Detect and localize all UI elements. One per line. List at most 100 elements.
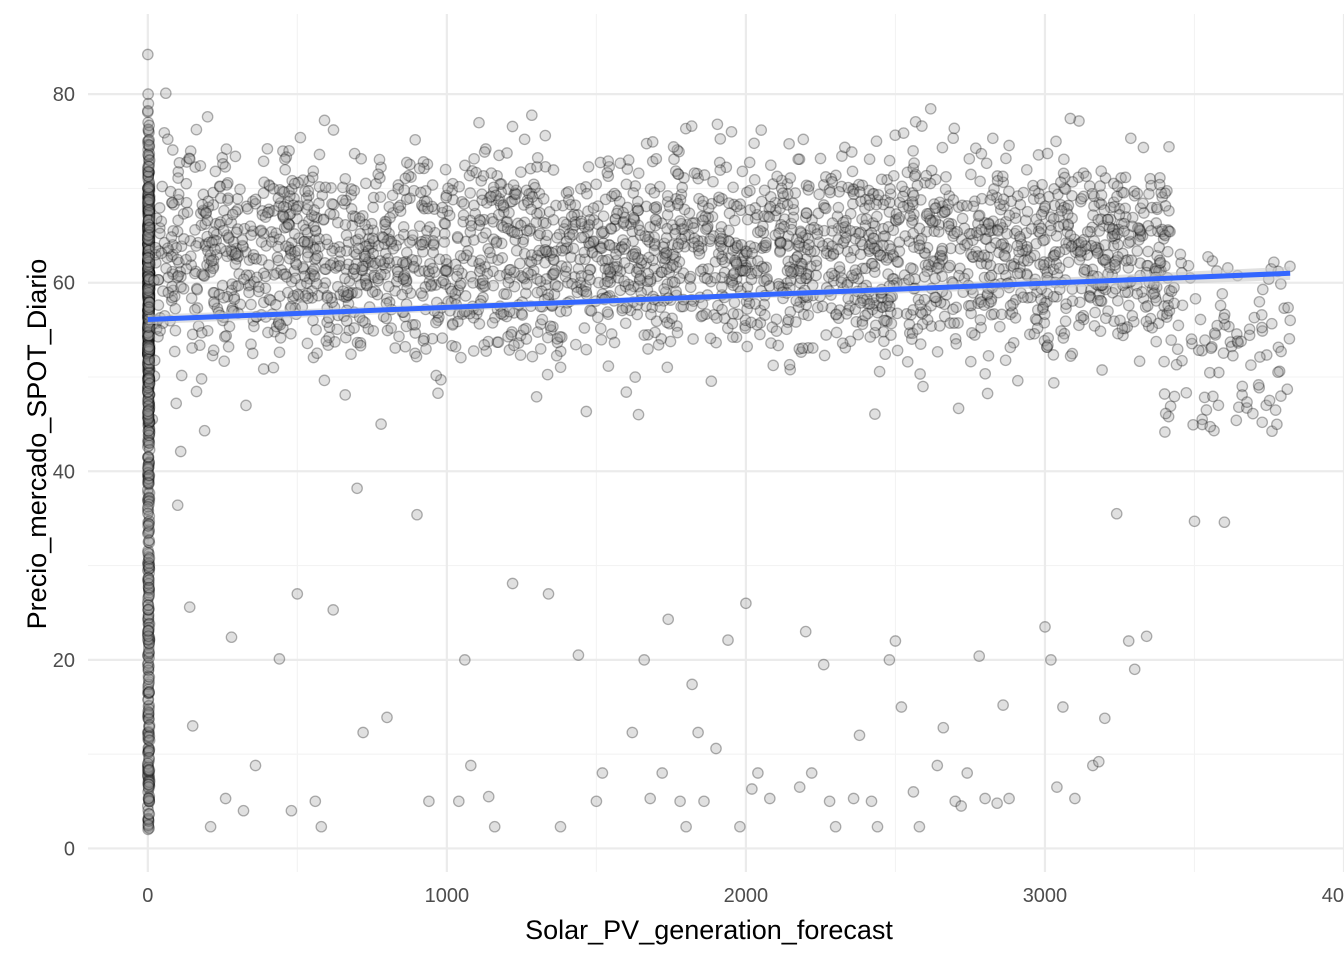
scatter-point: [232, 279, 245, 292]
scatter-point: [143, 195, 156, 207]
scatter-point: [142, 348, 154, 360]
scatter-point: [143, 238, 156, 250]
scatter-point: [143, 158, 156, 170]
scatter-point: [143, 224, 156, 237]
scatter-point: [872, 188, 885, 201]
scatter-point: [143, 634, 156, 647]
scatter-point: [582, 269, 594, 282]
scatter-point: [413, 162, 426, 175]
scatter-point: [1126, 309, 1139, 322]
scatter-point: [183, 153, 196, 165]
scatter-point: [963, 152, 976, 165]
scatter-point: [186, 720, 199, 732]
scatter-point: [142, 687, 155, 700]
scatter-point: [143, 191, 156, 203]
scatter-point: [584, 263, 597, 276]
scatter-point: [1165, 334, 1178, 346]
scatter-point: [142, 712, 154, 725]
scatter-point: [143, 416, 156, 429]
scatter-point: [142, 338, 155, 351]
scatter-point: [379, 218, 391, 231]
scatter-point: [142, 219, 155, 232]
scatter-point: [701, 272, 714, 285]
scatter-point: [142, 405, 154, 418]
scatter-point: [1033, 219, 1045, 232]
scatter-point: [686, 678, 698, 691]
scatter-point: [1282, 301, 1294, 314]
scatter-point: [142, 230, 154, 242]
scatter-point: [764, 200, 777, 213]
scatter-point: [595, 333, 608, 346]
scatter-point: [142, 470, 155, 482]
scatter-point: [143, 487, 156, 499]
scatter-point: [1172, 319, 1185, 332]
scatter-point: [143, 266, 156, 279]
scatter-point: [601, 166, 614, 179]
scatter-point: [175, 281, 187, 293]
scatter-point: [544, 320, 557, 333]
scatter-point: [1009, 312, 1022, 324]
scatter-point: [476, 194, 489, 207]
scatter-point: [826, 176, 839, 188]
scatter-point: [814, 152, 827, 165]
scatter-point: [614, 157, 627, 170]
scatter-point: [938, 206, 951, 218]
scatter-point: [891, 255, 904, 268]
scatter-point: [1218, 516, 1231, 529]
scatter-point: [534, 275, 547, 288]
scatter-point: [142, 371, 155, 383]
scatter-point: [334, 246, 347, 258]
scatter-point: [142, 247, 155, 259]
scatter-point: [748, 137, 760, 150]
scatter-point: [246, 347, 259, 360]
scatter-point: [1113, 209, 1126, 221]
scatter-point: [805, 767, 818, 779]
scatter-point: [143, 437, 156, 449]
scatter-point: [348, 263, 361, 275]
scatter-point: [441, 258, 453, 270]
scatter-point: [142, 238, 155, 250]
scatter-point: [1069, 792, 1081, 805]
scatter-point: [142, 630, 155, 643]
scatter-point: [142, 254, 155, 266]
scatter-point: [143, 371, 156, 383]
scatter-point: [142, 419, 154, 431]
scatter-point: [375, 418, 387, 430]
scatter-point: [142, 706, 155, 719]
scatter-point: [931, 262, 943, 274]
scatter-point: [810, 255, 823, 267]
scatter-point: [980, 157, 993, 170]
scatter-point: [817, 658, 830, 671]
scatter-point: [195, 326, 208, 339]
scatter-point: [783, 137, 795, 150]
scatter-point: [392, 201, 405, 214]
scatter-point: [853, 186, 866, 198]
scatter-point: [420, 343, 432, 355]
scatter-point: [620, 178, 633, 191]
scatter-point: [853, 729, 866, 742]
scatter-point: [142, 756, 155, 768]
scatter-point: [142, 206, 155, 219]
scatter-point: [143, 265, 155, 278]
scatter-point: [1017, 291, 1029, 304]
scatter-point: [1021, 205, 1034, 218]
scatter-point: [185, 292, 198, 305]
scatter-point: [142, 274, 155, 287]
scatter-point: [142, 190, 155, 203]
scatter-point: [811, 228, 824, 240]
scatter-point: [143, 280, 155, 292]
scatter-point: [142, 219, 154, 232]
scatter-point: [142, 366, 155, 379]
scatter-point: [142, 329, 155, 342]
scatter-point: [739, 265, 752, 277]
scatter-point: [919, 247, 932, 260]
scatter-point: [142, 814, 154, 826]
scatter-point: [446, 319, 459, 331]
scatter-point: [507, 179, 520, 191]
scatter-point: [972, 210, 985, 222]
scatter-point: [143, 221, 155, 234]
scatter-point: [152, 273, 165, 286]
scatter-point: [377, 231, 390, 244]
scatter-point: [619, 317, 632, 330]
scatter-point: [142, 97, 155, 110]
